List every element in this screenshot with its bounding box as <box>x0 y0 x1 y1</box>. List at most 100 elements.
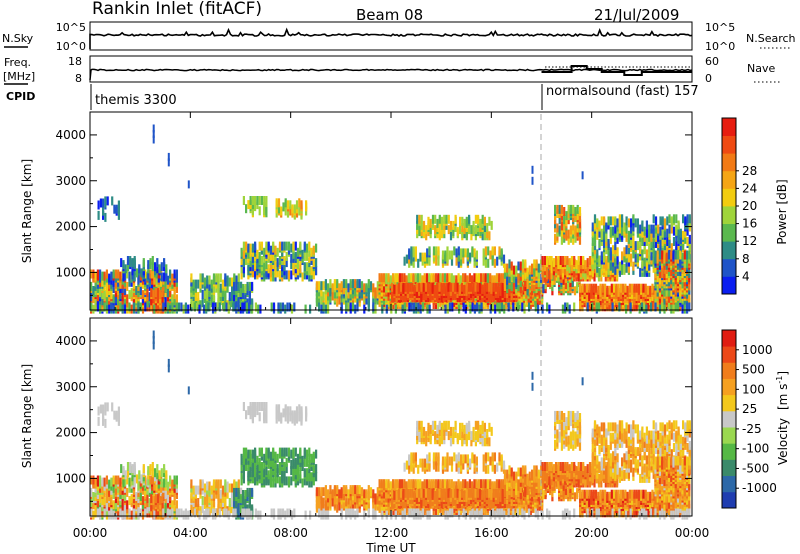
nave-tick-bottom-right: 0 <box>705 72 712 85</box>
range-time-cell <box>217 273 220 283</box>
range-time-cell <box>219 479 222 489</box>
range-time-cell <box>193 302 196 312</box>
range-time-cell <box>634 253 637 263</box>
range-time-cell <box>607 239 610 248</box>
range-time-cell <box>498 302 501 312</box>
range-time-cell <box>96 302 99 312</box>
range-time-cell <box>312 245 315 255</box>
range-time-cell <box>333 279 336 289</box>
range-time-cell <box>217 504 220 514</box>
range-time-cell <box>489 304 492 314</box>
range-time-cell <box>284 304 287 314</box>
freq-tick-top-left: 18 <box>68 55 82 68</box>
range-time-cell <box>554 204 557 214</box>
range-time-cell <box>166 494 169 504</box>
range-time-cell <box>347 289 350 299</box>
range-time-cell <box>489 250 492 260</box>
range-time-cell <box>684 234 687 244</box>
range-time-cell <box>240 264 243 274</box>
range-time-cell <box>113 410 116 420</box>
range-time-cell <box>278 270 282 280</box>
range-time-cell <box>541 304 544 314</box>
range-time-cell <box>254 241 257 251</box>
range-time-cell <box>649 285 652 295</box>
range-time-cell <box>561 304 564 314</box>
colorbar-tick-label: 16 <box>742 217 757 231</box>
range-time-cell <box>472 282 475 292</box>
range-time-cell <box>363 283 366 293</box>
range-time-cell <box>572 221 575 231</box>
range-time-cell <box>159 496 162 506</box>
range-time-cell <box>511 285 514 295</box>
range-time-cell <box>119 302 122 312</box>
range-time-cell <box>150 302 153 312</box>
range-time-cell <box>459 216 462 226</box>
range-time-cell <box>128 477 131 487</box>
range-time-cell <box>519 261 522 271</box>
colorbar-tick-label: 8 <box>742 252 750 266</box>
range-time-cell <box>285 251 288 261</box>
range-time-cell <box>249 196 252 205</box>
range-time-cell <box>686 258 689 268</box>
range-time-cell <box>201 273 204 283</box>
range-time-cell <box>208 493 211 503</box>
range-time-cell <box>586 302 589 312</box>
range-time-cell <box>281 241 284 251</box>
range-time-cell <box>552 258 555 268</box>
range-time-cell <box>465 216 468 226</box>
range-time-cell <box>199 479 202 489</box>
nsky-line <box>89 27 693 49</box>
range-time-cell <box>292 241 295 251</box>
range-time-cell <box>540 259 543 269</box>
range-time-cell <box>616 247 619 257</box>
range-time-cell <box>152 496 155 506</box>
range-time-cell <box>263 196 266 205</box>
range-time-cell <box>428 273 431 283</box>
range-time-cell <box>242 258 245 268</box>
range-time-cell <box>634 241 637 251</box>
range-time-cell <box>135 492 138 501</box>
range-time-cell <box>293 302 296 312</box>
range-time-cell <box>115 204 118 214</box>
range-time-cell <box>378 273 381 283</box>
range-time-cell <box>455 275 458 285</box>
range-time-cell <box>372 302 375 312</box>
range-time-cell <box>131 472 134 482</box>
range-time-cell <box>105 279 108 289</box>
range-time-cell <box>598 220 601 230</box>
range-time-cell <box>166 481 169 491</box>
range-time-cell <box>208 287 211 297</box>
range-time-cell <box>670 250 673 260</box>
range-time-cell <box>267 241 270 251</box>
range-time-cell <box>158 470 161 480</box>
range-time-cell <box>496 256 499 266</box>
range-time-cell <box>632 214 635 224</box>
range-time-cell <box>588 256 592 265</box>
range-time-cell <box>128 277 131 287</box>
range-time-cell <box>446 304 449 314</box>
range-time-cell <box>365 283 368 293</box>
range-time-cell <box>221 300 225 310</box>
range-time-cell <box>265 241 268 251</box>
range-time-cell <box>451 302 454 312</box>
range-time-cell <box>576 211 579 221</box>
range-time-cell <box>175 302 178 312</box>
range-time-cell <box>161 294 164 304</box>
range-time-cell <box>502 273 505 283</box>
range-time-cell <box>217 298 220 308</box>
range-time-cell <box>668 224 671 234</box>
range-time-cell <box>432 273 435 283</box>
range-time-cell <box>586 266 589 276</box>
range-time-cell <box>486 223 489 232</box>
range-time-cell <box>440 282 443 292</box>
range-time-cell <box>194 498 197 507</box>
range-time-cell <box>470 225 473 235</box>
range-time-cell <box>412 302 415 312</box>
range-time-cell <box>101 477 104 487</box>
range-time-cell <box>419 304 422 314</box>
range-time-cell <box>607 259 610 269</box>
range-time-cell <box>456 227 459 237</box>
range-time-cell <box>152 135 155 144</box>
nave-tick-top-right: 60 <box>705 55 719 68</box>
